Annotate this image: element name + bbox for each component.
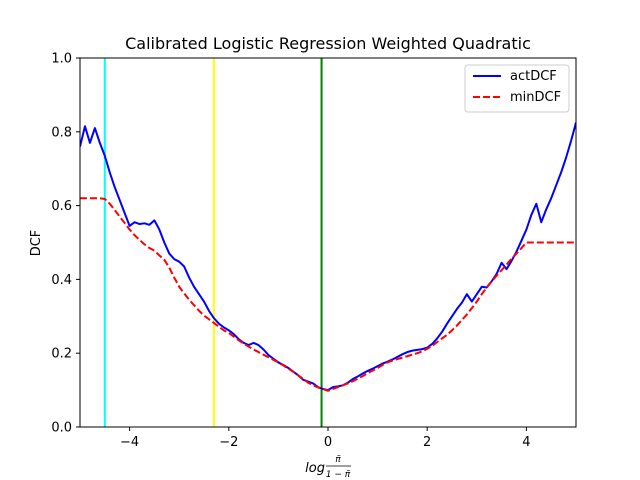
x-tick-label: 2 (423, 435, 431, 450)
x-tick-label: −2 (219, 435, 238, 450)
y-tick-label: 0.0 (51, 421, 72, 436)
series-layer (80, 122, 576, 392)
x-axis-label-prefix: log (305, 461, 325, 476)
chart-title: Calibrated Logistic Regression Weighted … (125, 34, 531, 53)
legend-actdcf-label: actDCF (510, 69, 557, 84)
plot-area (79, 57, 577, 428)
y-axis-label: DCF (29, 230, 44, 257)
y-tick-label: 0.4 (51, 273, 72, 288)
x-axis-label: log π̃ 1 − π̃ (305, 455, 351, 480)
y-tick-label: 0.6 (51, 199, 72, 214)
legend: actDCF minDCF (464, 64, 570, 113)
series-line-mindcf (80, 197, 576, 392)
y-tick-label: 1.0 (51, 52, 72, 67)
x-tick-label: 4 (522, 435, 530, 450)
x-tick-label: 0 (324, 435, 332, 450)
x-axis-label-numerator: π̃ (335, 455, 341, 465)
y-axis: 0.0 0.2 0.4 0.6 0.8 1.0 (51, 52, 80, 436)
x-axis: −4 −2 0 2 4 (120, 427, 531, 450)
x-tick-label: −4 (120, 435, 139, 450)
y-tick-label: 0.2 (51, 347, 72, 362)
y-tick-label: 0.8 (51, 125, 72, 140)
x-axis-label-denominator: 1 − π̃ (326, 470, 351, 480)
legend-mindcf-label: minDCF (510, 90, 561, 105)
reference-lines (103, 58, 323, 427)
